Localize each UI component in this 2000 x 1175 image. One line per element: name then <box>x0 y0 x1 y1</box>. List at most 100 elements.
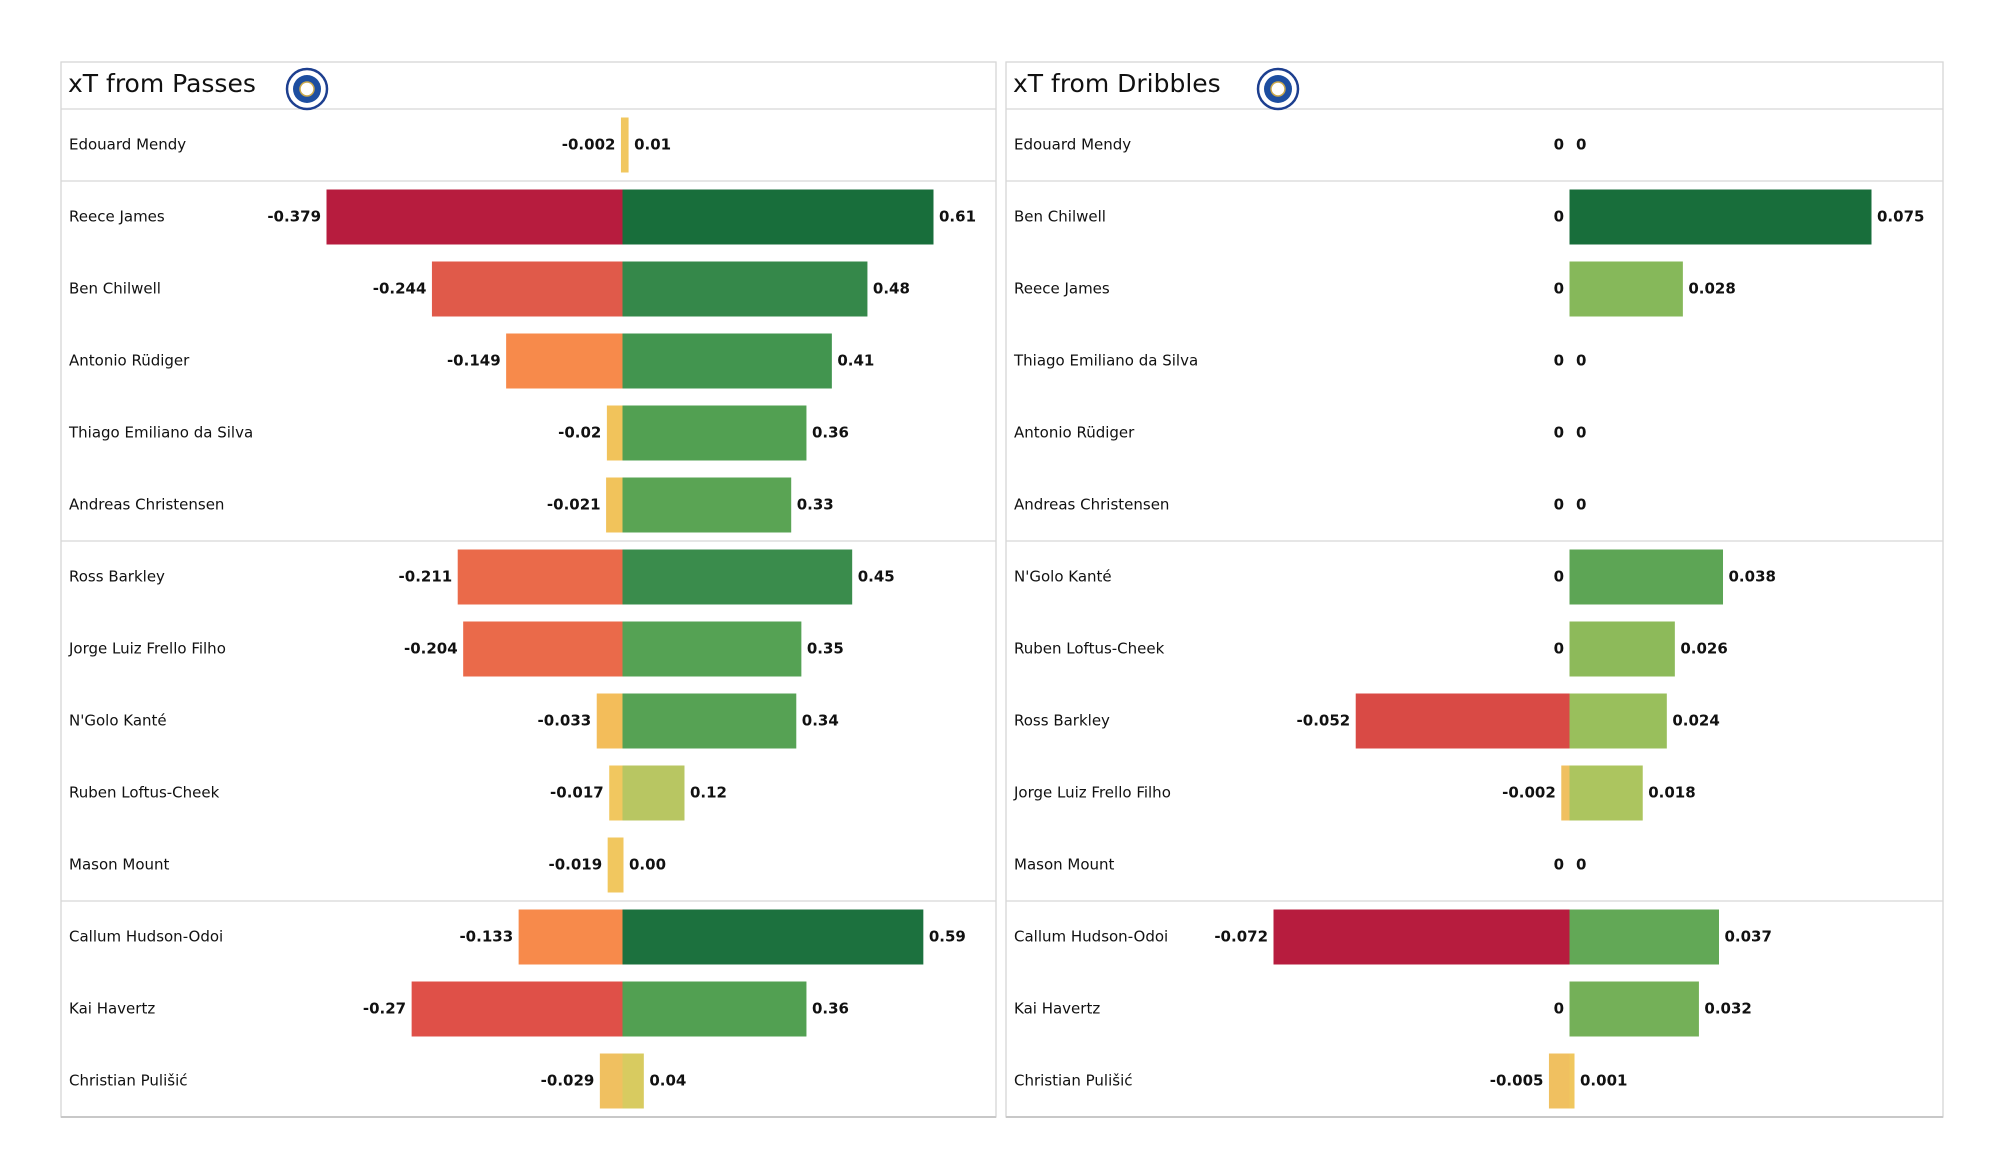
value-label: 0 <box>1554 424 1564 442</box>
bar-negative <box>1273 909 1571 965</box>
bar-negative <box>411 981 624 1037</box>
bar-negative <box>596 693 624 749</box>
value-label: -0.133 <box>459 928 513 946</box>
value-label: 0.04 <box>649 1072 686 1090</box>
value-label: 0.34 <box>802 712 839 730</box>
player-label: N'Golo Kanté <box>1014 568 1112 586</box>
player-label: Ross Barkley <box>69 568 165 586</box>
player-label: Andreas Christensen <box>1014 496 1169 514</box>
player-label: Andreas Christensen <box>69 496 224 514</box>
value-label: 0 <box>1554 352 1564 370</box>
bar-positive <box>622 261 868 317</box>
value-label: -0.052 <box>1297 712 1351 730</box>
value-label: -0.204 <box>404 640 458 658</box>
bar-positive <box>622 981 807 1037</box>
bar-positive <box>1569 189 1872 245</box>
bar-positive <box>622 765 685 821</box>
bar-positive <box>1569 765 1643 821</box>
bar-positive <box>1569 261 1683 317</box>
value-label: 0.018 <box>1648 784 1695 802</box>
value-label: -0.149 <box>447 352 501 370</box>
logo-center <box>1270 81 1286 97</box>
player-label: Kai Havertz <box>69 1000 155 1018</box>
bar-negative <box>431 261 624 317</box>
bar-positive <box>622 117 629 173</box>
player-label: Mason Mount <box>1014 856 1115 874</box>
bar-positive <box>622 333 832 389</box>
bar-negative <box>1355 693 1571 749</box>
player-label: Ruben Loftus-Cheek <box>69 784 220 802</box>
value-label: 0.032 <box>1704 1000 1751 1018</box>
value-label: 0 <box>1576 136 1586 154</box>
value-label: 0.037 <box>1724 928 1771 946</box>
value-label: -0.002 <box>1502 784 1556 802</box>
player-label: Edouard Mendy <box>1014 136 1131 154</box>
bar-positive <box>1569 549 1724 605</box>
logo-center <box>299 81 315 97</box>
value-label: 0 <box>1554 568 1564 586</box>
player-label: Edouard Mendy <box>69 136 186 154</box>
player-label: Ruben Loftus-Cheek <box>1014 640 1165 658</box>
value-label: 0.45 <box>858 568 895 586</box>
value-label: 0.41 <box>837 352 874 370</box>
player-label: Thiago Emiliano da Silva <box>68 424 253 442</box>
value-label: -0.211 <box>399 568 453 586</box>
value-label: 0 <box>1554 496 1564 514</box>
value-label: 0.038 <box>1729 568 1776 586</box>
bar-positive <box>622 693 797 749</box>
value-label: 0.12 <box>690 784 727 802</box>
bar-negative <box>599 1053 624 1109</box>
value-label: -0.379 <box>267 208 321 226</box>
bar-positive <box>1569 621 1675 677</box>
bar-negative <box>463 621 624 677</box>
value-label: 0.001 <box>1580 1072 1627 1090</box>
player-label: Antonio Rüdiger <box>69 352 190 370</box>
bar-positive <box>1569 981 1699 1037</box>
team-logo <box>285 67 329 111</box>
chart-title: xT from Dribbles <box>1013 69 1221 98</box>
bar-positive <box>622 477 792 533</box>
player-label: Ross Barkley <box>1014 712 1110 730</box>
bar-negative <box>606 477 624 533</box>
bar-negative <box>326 189 624 245</box>
value-label: 0 <box>1554 280 1564 298</box>
value-label: -0.27 <box>363 1000 406 1018</box>
value-label: 0.36 <box>812 1000 849 1018</box>
value-label: 0.075 <box>1877 208 1924 226</box>
value-label: 0.024 <box>1672 712 1719 730</box>
value-label: 0 <box>1554 208 1564 226</box>
value-label: 0 <box>1554 640 1564 658</box>
value-label: -0.244 <box>373 280 427 298</box>
value-label: 0 <box>1554 856 1564 874</box>
bar-positive <box>1569 693 1667 749</box>
player-label: Christian Pulišić <box>1014 1072 1133 1090</box>
bar-positive <box>622 1053 644 1109</box>
value-label: -0.005 <box>1490 1072 1544 1090</box>
bar-positive <box>622 909 924 965</box>
value-label: -0.021 <box>547 496 601 514</box>
value-label: -0.033 <box>538 712 592 730</box>
player-label: Thiago Emiliano da Silva <box>1013 352 1198 370</box>
player-label: Callum Hudson-Odoi <box>1014 928 1168 946</box>
value-label: 0 <box>1576 424 1586 442</box>
player-label: Christian Pulišić <box>69 1072 188 1090</box>
value-label: 0.59 <box>929 928 966 946</box>
value-label: -0.002 <box>562 136 616 154</box>
player-label: Ben Chilwell <box>69 280 161 298</box>
bar-negative <box>609 765 624 821</box>
bar-negative <box>1561 765 1571 821</box>
bar-positive <box>1569 909 1719 965</box>
bar-negative <box>1548 1053 1571 1109</box>
value-label: 0.028 <box>1688 280 1735 298</box>
value-label: 0.61 <box>939 208 976 226</box>
player-label: Mason Mount <box>69 856 170 874</box>
value-label: 0.48 <box>873 280 910 298</box>
value-label: -0.017 <box>550 784 604 802</box>
player-label: Jorge Luiz Frello Filho <box>1013 784 1171 802</box>
value-label: 0.026 <box>1680 640 1727 658</box>
bar-positive <box>1569 1053 1575 1109</box>
player-label: Ben Chilwell <box>1014 208 1106 226</box>
player-label: N'Golo Kanté <box>69 712 167 730</box>
team-logo <box>1256 67 1300 111</box>
